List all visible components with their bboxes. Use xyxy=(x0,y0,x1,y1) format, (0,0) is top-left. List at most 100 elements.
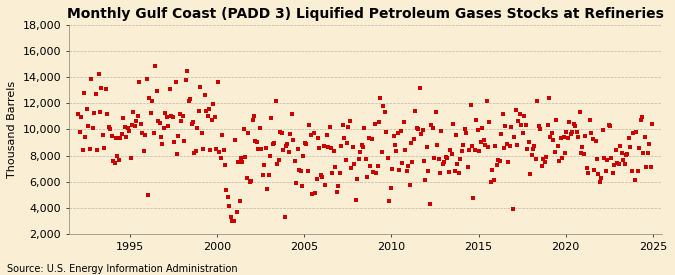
Point xyxy=(214,150,225,155)
Point xyxy=(616,151,627,156)
Point xyxy=(398,120,409,125)
Point xyxy=(320,183,331,188)
Point xyxy=(564,119,574,124)
Point xyxy=(323,145,333,150)
Point xyxy=(144,96,155,100)
Point xyxy=(478,138,489,142)
Point xyxy=(207,118,217,122)
Point xyxy=(556,136,566,141)
Point xyxy=(282,142,293,146)
Point xyxy=(147,98,158,103)
Point xyxy=(567,130,578,134)
Point xyxy=(192,125,202,130)
Point xyxy=(215,155,226,160)
Point xyxy=(334,170,345,175)
Point xyxy=(382,156,393,160)
Point xyxy=(384,199,395,203)
Point xyxy=(417,128,428,132)
Point xyxy=(360,156,371,161)
Point xyxy=(78,91,89,95)
Point xyxy=(340,158,351,162)
Point xyxy=(474,148,485,153)
Point xyxy=(298,153,309,158)
Point xyxy=(381,130,392,134)
Y-axis label: Thousand Barrels: Thousand Barrels xyxy=(7,81,17,178)
Point xyxy=(472,128,483,133)
Point xyxy=(257,173,268,177)
Point xyxy=(580,134,591,139)
Point xyxy=(549,150,560,154)
Point xyxy=(535,126,545,131)
Point xyxy=(135,122,146,127)
Point xyxy=(641,165,652,169)
Point xyxy=(349,161,360,166)
Point xyxy=(313,135,323,140)
Point xyxy=(132,114,143,118)
Point xyxy=(389,143,400,148)
Point xyxy=(432,143,443,147)
Point xyxy=(247,118,258,122)
Point xyxy=(252,140,263,144)
Point xyxy=(111,136,122,140)
Point xyxy=(394,168,405,172)
Point xyxy=(470,147,481,152)
Point xyxy=(554,158,564,163)
Point xyxy=(131,119,142,123)
Point xyxy=(338,123,348,128)
Point xyxy=(377,150,387,154)
Point xyxy=(429,156,439,160)
Point xyxy=(339,135,350,140)
Point xyxy=(173,134,184,138)
Point xyxy=(548,138,559,142)
Point xyxy=(137,130,148,135)
Point xyxy=(439,160,450,164)
Point xyxy=(103,125,114,129)
Point xyxy=(585,118,595,123)
Point xyxy=(628,130,639,135)
Point xyxy=(551,117,562,122)
Point xyxy=(539,160,550,164)
Point xyxy=(348,145,358,150)
Point xyxy=(291,181,302,186)
Point xyxy=(263,173,274,177)
Point xyxy=(506,125,516,130)
Point xyxy=(635,117,646,122)
Point xyxy=(342,141,352,145)
Point xyxy=(491,163,502,167)
Point xyxy=(157,141,168,146)
Point xyxy=(256,146,267,151)
Point xyxy=(443,170,454,175)
Point xyxy=(106,134,117,138)
Point xyxy=(286,112,297,116)
Point xyxy=(262,186,273,191)
Point xyxy=(292,147,303,151)
Point xyxy=(614,161,624,166)
Point xyxy=(452,162,463,166)
Point xyxy=(96,86,107,90)
Point xyxy=(379,109,390,114)
Point xyxy=(504,144,515,148)
Point xyxy=(285,132,296,136)
Point xyxy=(644,142,655,147)
Point xyxy=(542,123,553,127)
Point xyxy=(466,144,477,148)
Point xyxy=(124,129,134,133)
Point xyxy=(87,125,98,130)
Point xyxy=(301,142,312,146)
Point xyxy=(304,123,315,127)
Title: Monthly Gulf Coast (PADD 3) Liquified Petroleum Gases Stocks at Refineries: Monthly Gulf Coast (PADD 3) Liquified Pe… xyxy=(67,7,664,21)
Point xyxy=(560,151,570,155)
Point xyxy=(362,175,373,179)
Point xyxy=(142,193,153,197)
Point xyxy=(151,89,162,94)
Point xyxy=(599,156,610,160)
Point xyxy=(583,171,593,176)
Point xyxy=(449,169,460,173)
Point xyxy=(311,177,322,181)
Point xyxy=(284,150,294,155)
Point xyxy=(196,130,207,135)
Point xyxy=(612,161,623,166)
Point xyxy=(407,160,418,165)
Point xyxy=(451,132,462,137)
Point xyxy=(603,123,614,127)
